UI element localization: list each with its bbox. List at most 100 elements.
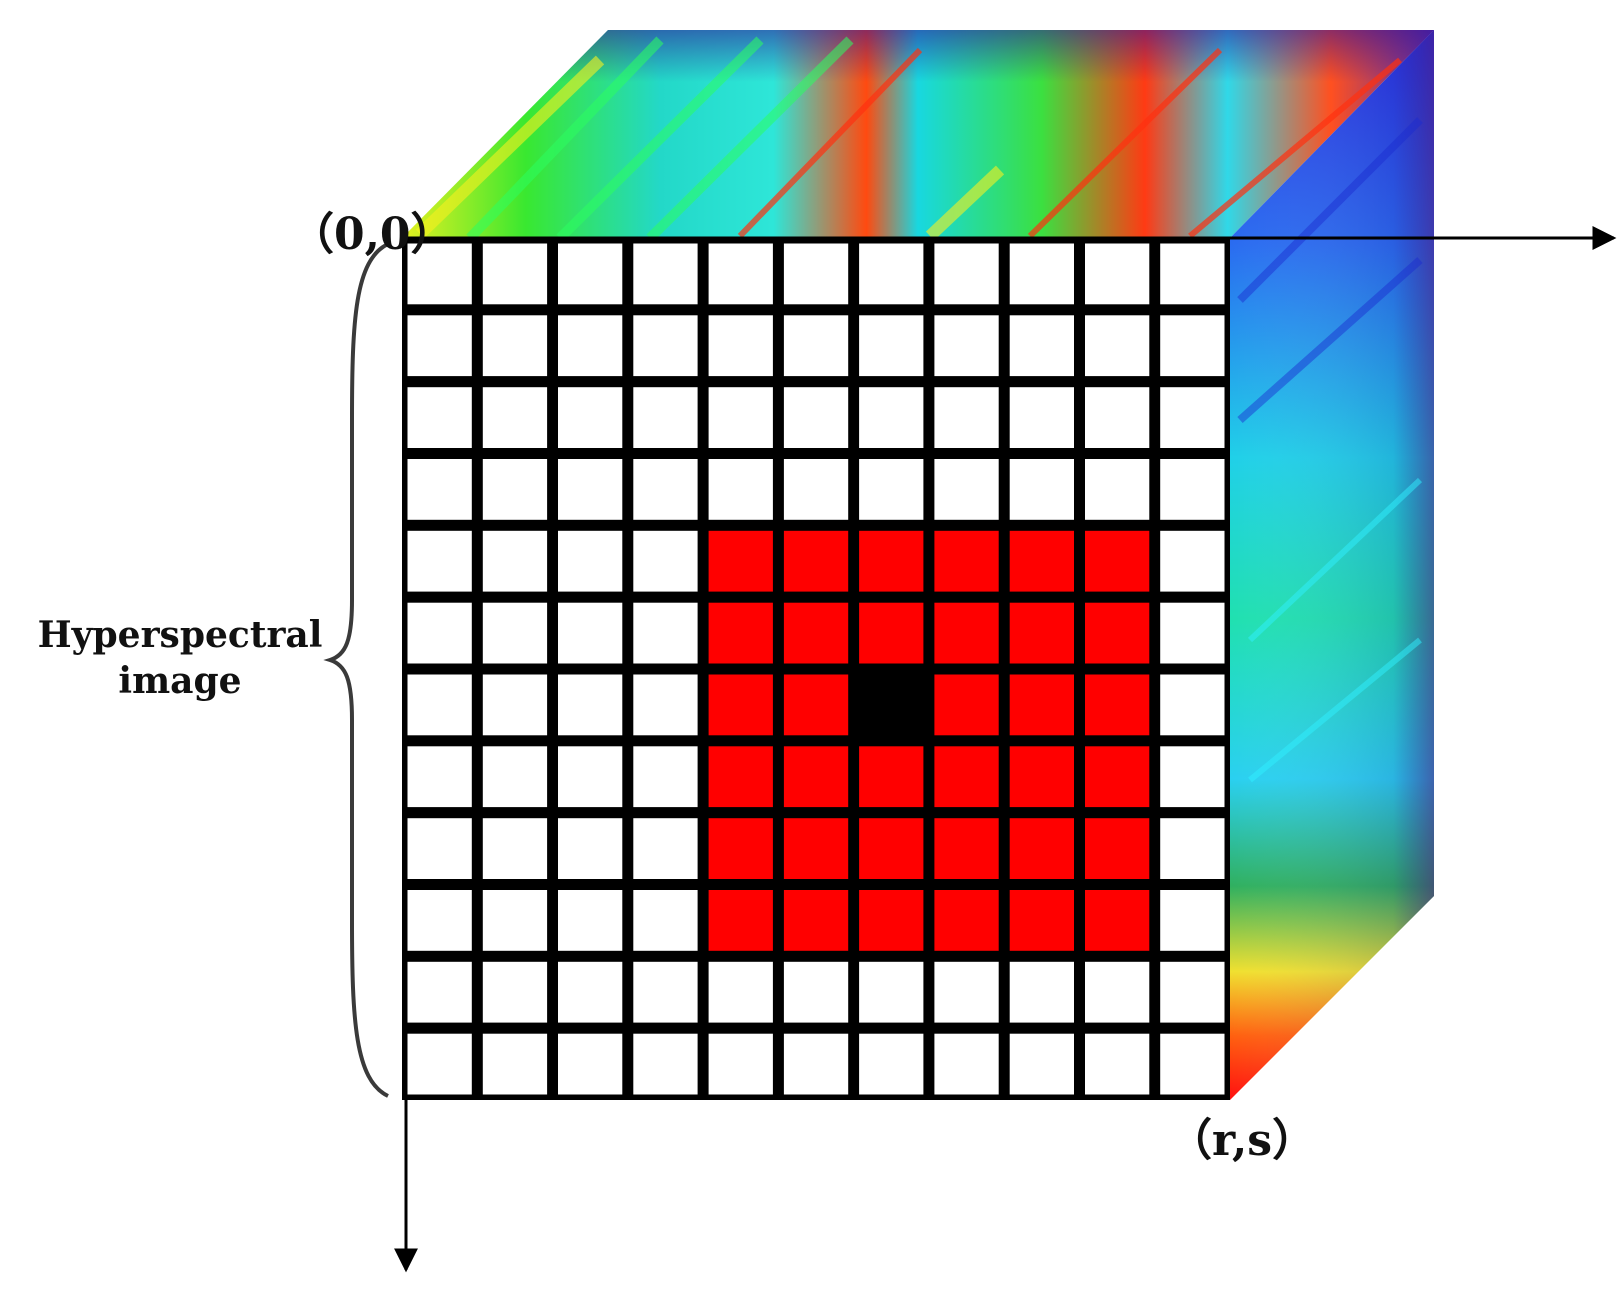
neighborhood-cell — [1009, 818, 1074, 879]
grid-cell — [1160, 459, 1225, 520]
grid-cell — [1009, 315, 1074, 377]
neighborhood-cell — [934, 818, 999, 879]
neighborhood-cell — [783, 890, 849, 951]
grid-cell — [407, 602, 472, 664]
grid-cell — [633, 602, 698, 664]
cube-side-face — [1230, 30, 1434, 1100]
neighborhood-cell — [859, 602, 924, 664]
grid-cell — [1009, 961, 1074, 1023]
neighborhood-cell — [708, 818, 773, 879]
grid-cell — [934, 459, 999, 520]
neighborhood-cell — [783, 746, 849, 808]
grid-cell — [407, 459, 472, 520]
grid-cell — [934, 315, 999, 377]
grid-cell — [783, 243, 849, 305]
grid-cell — [1009, 387, 1074, 448]
grid-cell — [708, 961, 773, 1023]
grid-cell — [633, 961, 698, 1023]
grid-background — [402, 238, 1230, 1100]
grid-cell — [783, 961, 849, 1023]
neighborhood-cell — [1085, 890, 1150, 951]
grid-cell — [1160, 890, 1225, 951]
origin-label: （0,0） — [290, 209, 455, 260]
grid-cell — [1085, 387, 1150, 448]
neighborhood-cell — [1009, 674, 1074, 736]
neighborhood-cell — [1009, 530, 1074, 592]
neighborhood-cell — [783, 674, 849, 736]
grid-cell — [482, 1033, 548, 1095]
neighborhood-cell — [783, 530, 849, 592]
grid-cell — [558, 746, 623, 808]
grid-cell — [407, 818, 472, 879]
neighborhood-cell — [859, 890, 924, 951]
grid-cell — [482, 387, 548, 448]
corner-label: （r,s） — [1168, 1115, 1317, 1166]
grid-cell — [934, 243, 999, 305]
grid-cell — [1160, 674, 1225, 736]
neighborhood-cell — [708, 602, 773, 664]
neighborhood-cell — [783, 602, 849, 664]
grid-cell — [1085, 315, 1150, 377]
grid-cell — [407, 530, 472, 592]
neighborhood-cell — [1009, 890, 1074, 951]
neighborhood-cell — [1085, 746, 1150, 808]
grid-cell — [708, 459, 773, 520]
grid-cell — [708, 387, 773, 448]
grid-cell — [558, 890, 623, 951]
hyperspectral-image-label: Hyperspectral image — [30, 612, 330, 704]
grid-cell — [482, 961, 548, 1023]
grid-cell — [859, 1033, 924, 1095]
hyperspectral-image-label-line1: Hyperspectral — [37, 614, 323, 656]
grid-cell — [558, 459, 623, 520]
grid-cell — [783, 1033, 849, 1095]
grid-cell — [1160, 243, 1225, 305]
grid-cell — [1160, 1033, 1225, 1095]
neighborhood-cell — [859, 746, 924, 808]
grid-cell — [407, 387, 472, 448]
grid-cell — [407, 243, 472, 305]
neighborhood-cell — [1085, 530, 1150, 592]
grid-cell — [1160, 818, 1225, 879]
grid-cell — [1085, 459, 1150, 520]
grid-cell — [482, 243, 548, 305]
grid-cell — [1160, 961, 1225, 1023]
grid-cell — [1009, 1033, 1074, 1095]
grid-cell — [633, 1033, 698, 1095]
grid-cell — [558, 1033, 623, 1095]
grid-cell — [407, 961, 472, 1023]
neighborhood-cell — [934, 674, 999, 736]
grid-cell — [1160, 387, 1225, 448]
center-pixel-cell — [859, 674, 924, 736]
grid-cell — [633, 674, 698, 736]
grid-cell — [558, 387, 623, 448]
grid-cell — [633, 530, 698, 592]
grid-cell — [558, 530, 623, 592]
grid-cell — [934, 961, 999, 1023]
hyperspectral-image-brace — [323, 242, 389, 1098]
neighborhood-cell — [708, 890, 773, 951]
grid-cell — [708, 243, 773, 305]
neighborhood-cell — [934, 746, 999, 808]
grid-cell — [1160, 530, 1225, 592]
grid-cell — [1009, 243, 1074, 305]
grid-cell — [407, 315, 472, 377]
grid-cell — [859, 459, 924, 520]
grid-cell — [859, 243, 924, 305]
grid-cell — [558, 961, 623, 1023]
neighborhood-cell — [1085, 818, 1150, 879]
grid-cell — [633, 459, 698, 520]
grid-cell — [407, 890, 472, 951]
grid-cell — [708, 1033, 773, 1095]
neighborhood-cell — [1085, 602, 1150, 664]
grid-cell — [558, 674, 623, 736]
neighborhood-cell — [1085, 674, 1150, 736]
grid-cell — [482, 890, 548, 951]
grid-cell — [1160, 746, 1225, 808]
grid-cell — [482, 315, 548, 377]
grid-cell — [934, 387, 999, 448]
grid-cell — [934, 1033, 999, 1095]
neighborhood-cell — [934, 890, 999, 951]
grid-cell — [708, 315, 773, 377]
grid-cell — [783, 387, 849, 448]
